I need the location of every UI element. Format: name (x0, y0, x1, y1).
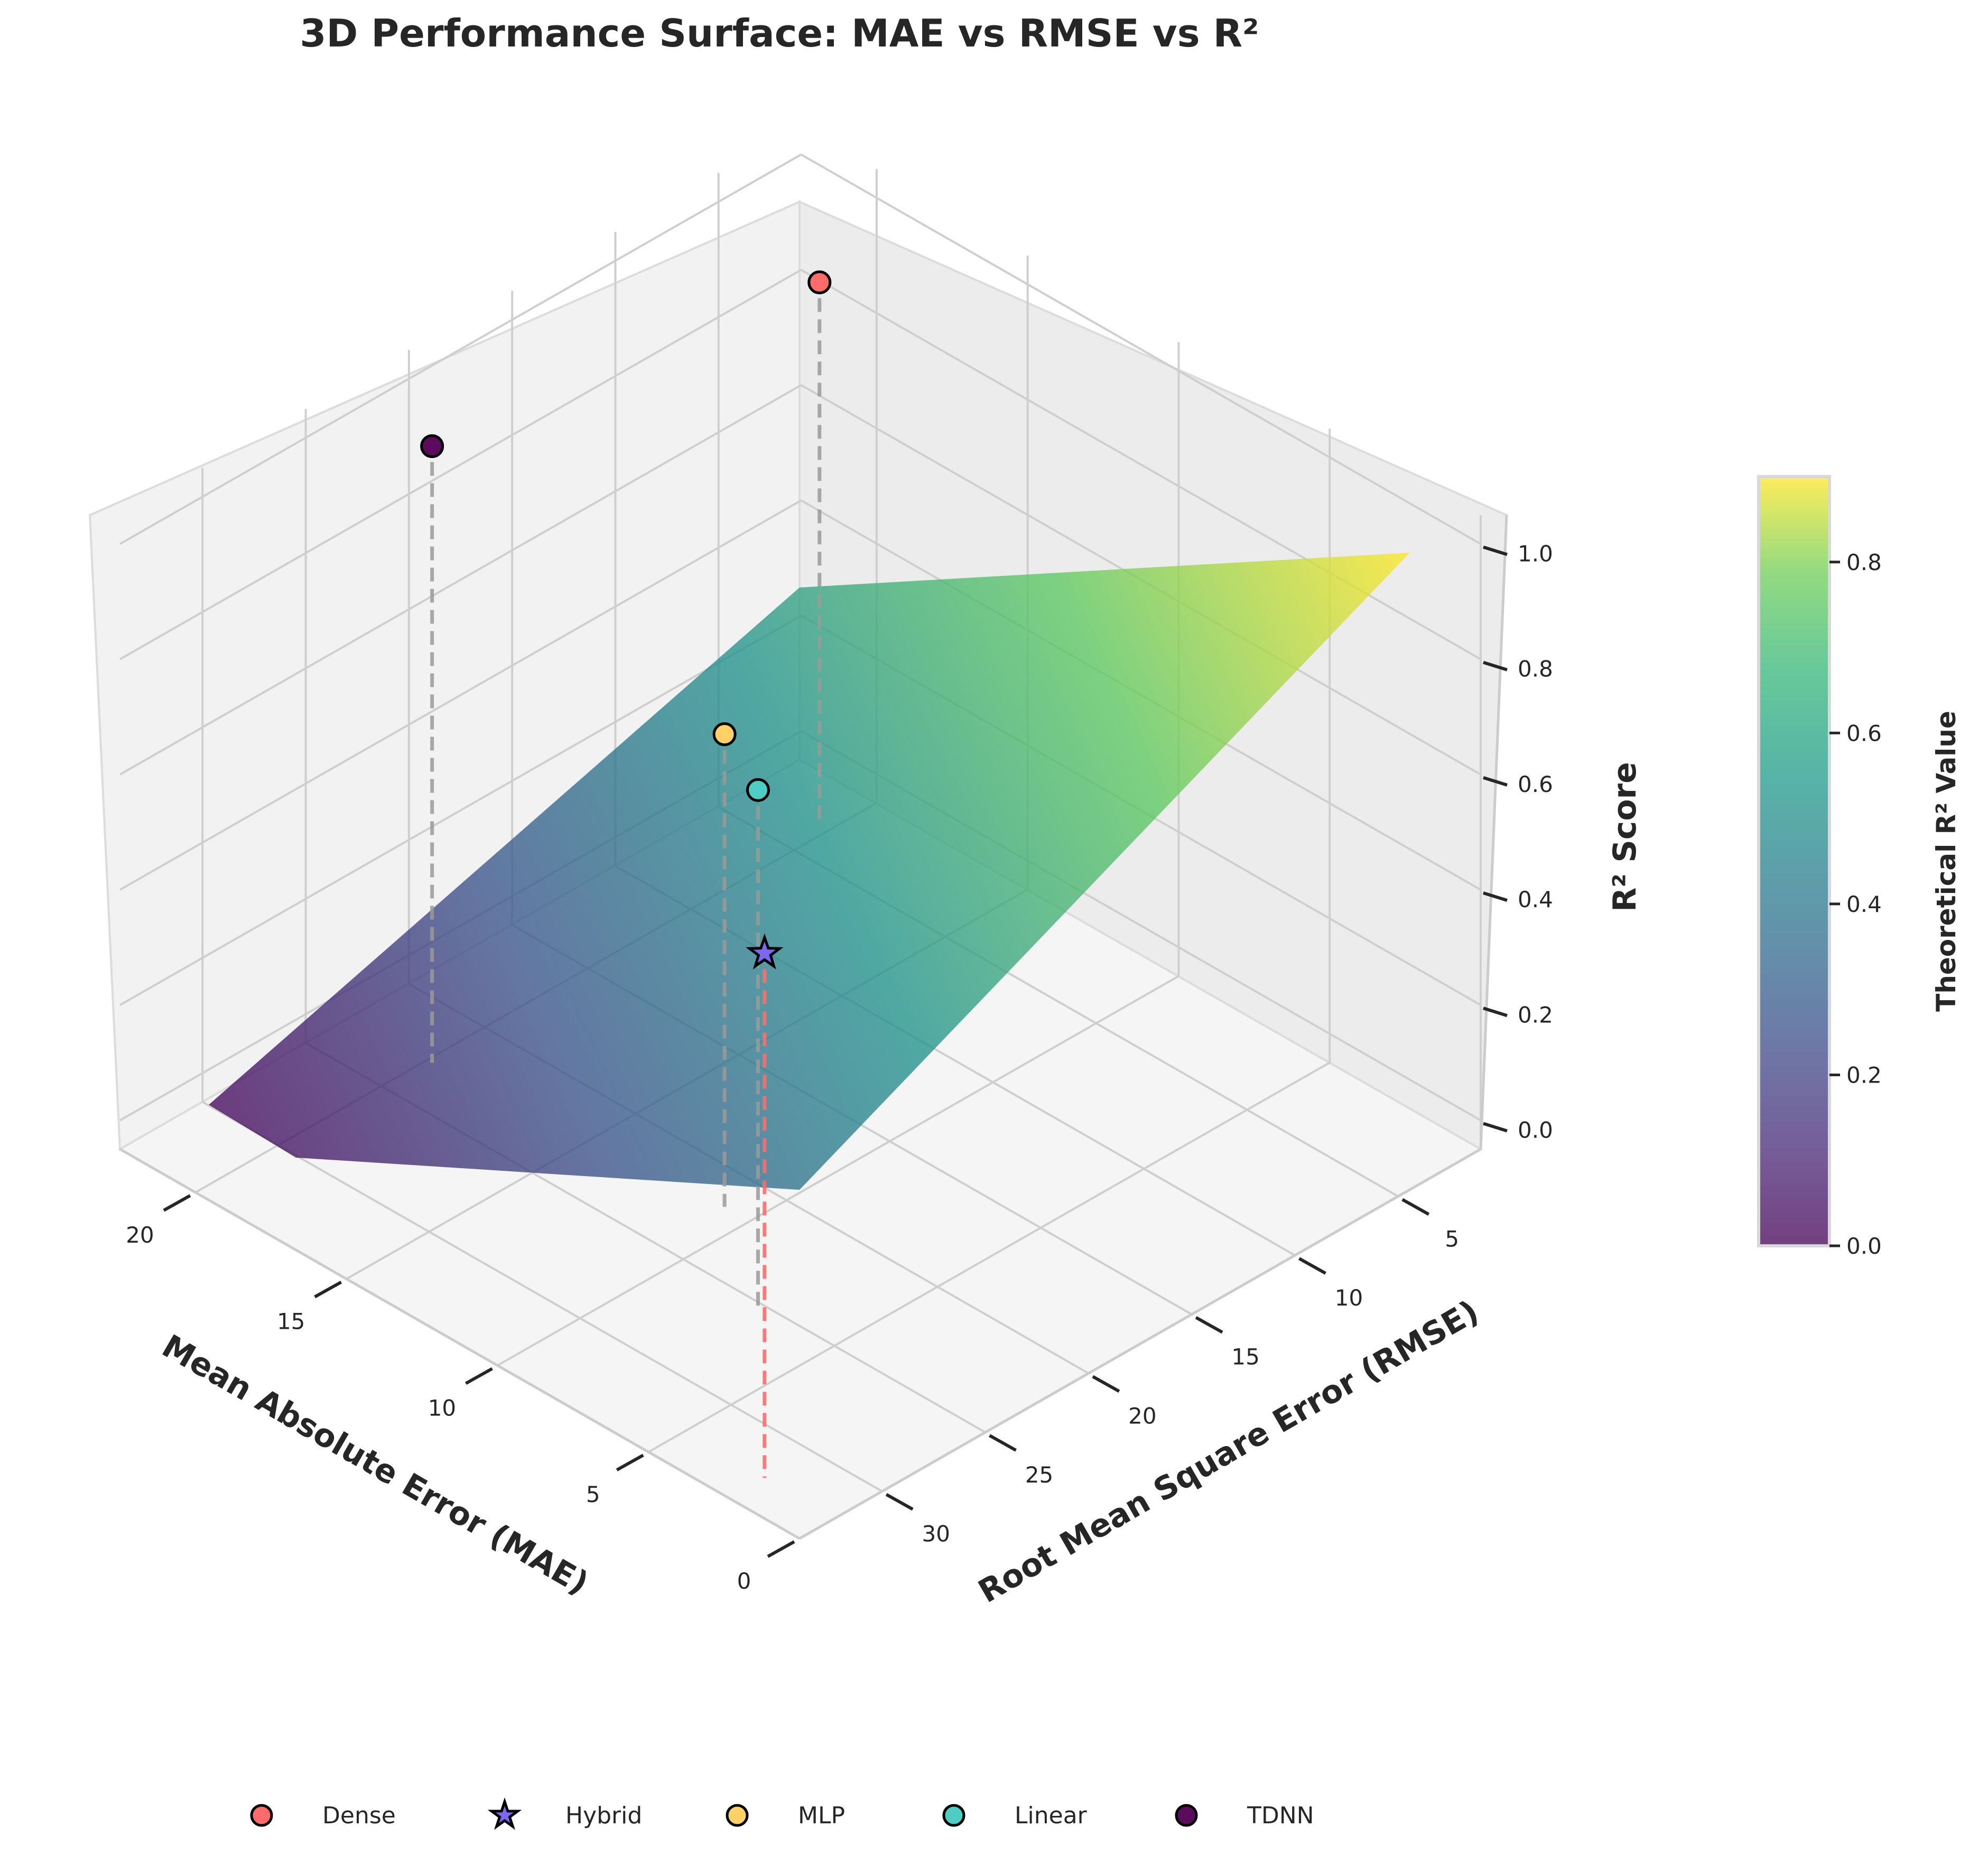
z-tick-label: 0.0 (1518, 1117, 1553, 1143)
model-markers (420, 270, 832, 970)
legend-marker (250, 1804, 273, 1827)
axis-ticks: 0 5 10 15 20 5 10 15 20 25 30 0.0 0.2 0.4 0.6 0.8 1.0 (126, 541, 1553, 1594)
legend-label: Hybrid (565, 1802, 642, 1829)
axes (119, 515, 1508, 1540)
x-tick-label: 0 (737, 1568, 751, 1594)
x-tick-label: 10 (428, 1395, 456, 1421)
y-tick (989, 1434, 1017, 1452)
grid-line-z (119, 614, 802, 1006)
colorbar-label: Theoretical R² Value (1931, 711, 1962, 1012)
grid-line-mae (648, 1061, 1331, 1453)
z-tick-label: 0.4 (1518, 887, 1553, 912)
grid-line-z (801, 153, 1481, 545)
marker-linear (746, 778, 770, 802)
x-tick (465, 1367, 493, 1385)
y-tick (1298, 1257, 1326, 1275)
y-tick-label: 10 (1335, 1285, 1363, 1311)
grid-line-z (119, 384, 802, 776)
x-tick-label: 15 (277, 1309, 305, 1335)
y-tick (1092, 1375, 1120, 1393)
x-tick (616, 1453, 644, 1471)
legend-label: MLP (798, 1802, 845, 1829)
x-tick-label: 5 (586, 1481, 600, 1507)
legend-marker (487, 1797, 522, 1830)
colorbar-tick-label: 0.6 (1846, 720, 1882, 746)
marker-mlp (712, 722, 737, 747)
gridlines (119, 153, 1482, 1540)
z-tick (1483, 545, 1508, 556)
z-tick-label: 0.2 (1518, 1002, 1553, 1028)
z-tick (1483, 1006, 1508, 1018)
colorbar-tick-label: 0.8 (1846, 549, 1882, 575)
y-tick (885, 1493, 914, 1511)
z-tick (1483, 660, 1508, 672)
x-tick-label: 20 (126, 1222, 154, 1248)
legend-item-linear: Linear (942, 1802, 1088, 1829)
legend-marker (726, 1804, 749, 1827)
legend-item-hybrid: Hybrid (487, 1797, 642, 1830)
legend-marker (942, 1804, 965, 1827)
grid-line-z (119, 268, 802, 660)
grid-line-rmse (202, 1101, 883, 1493)
y-tick (1401, 1198, 1430, 1216)
z-tick (1483, 776, 1508, 787)
y-tick (1195, 1316, 1223, 1334)
y-tick-label: 30 (922, 1521, 950, 1547)
marker-dense (807, 270, 832, 294)
legend-label: Linear (1015, 1802, 1088, 1829)
grid-line-z (119, 153, 802, 545)
z-tick (1483, 1122, 1508, 1133)
legend-item-tdnn: TDNN (1175, 1802, 1314, 1829)
z-tick-label: 1.0 (1518, 541, 1553, 567)
r2-surface (209, 553, 1410, 1190)
colorbar: 0.0 0.2 0.4 0.6 0.8 Theoretical R² Value (1757, 475, 1962, 1259)
legend-item-mlp: MLP (726, 1802, 845, 1829)
colorbar-tick-label: 0.0 (1846, 1233, 1882, 1259)
colorbar-tick-label: 0.2 (1846, 1062, 1882, 1088)
colorbar-tick-label: 0.4 (1846, 891, 1882, 917)
x-axis-line (119, 1148, 801, 1540)
z-tick (1483, 891, 1508, 902)
y-axis-line (798, 1148, 1482, 1540)
chart-title: 3D Performance Surface: MAE vs RMSE vs R… (300, 11, 1259, 55)
x-tick (767, 1540, 795, 1558)
grid-line-z (119, 499, 802, 891)
y-tick-label: 20 (1128, 1403, 1156, 1429)
legend-item-dense: Dense (250, 1802, 396, 1829)
x-tick (163, 1194, 191, 1212)
marker-hybrid (746, 933, 784, 970)
legend-label: Dense (322, 1802, 396, 1829)
colorbar-ticks: 0.0 0.2 0.4 0.6 0.8 (1829, 549, 1882, 1259)
legend-label: TDNN (1247, 1802, 1314, 1829)
z-tick-label: 0.6 (1518, 771, 1553, 797)
x-tick (314, 1281, 342, 1299)
drop-lines (430, 298, 822, 1478)
y-tick-label: 25 (1025, 1462, 1053, 1488)
z-tick-label: 0.8 (1518, 656, 1553, 682)
y-tick-label: 5 (1445, 1226, 1459, 1252)
z-axis-line (1479, 515, 1508, 1150)
colorbar-gradient (1757, 475, 1831, 1247)
z-axis-label: R² Score (1606, 762, 1643, 912)
legend-marker (1175, 1804, 1198, 1827)
marker-tdnn (420, 434, 444, 458)
y-tick-label: 15 (1231, 1344, 1259, 1370)
grid-line-mae (497, 975, 1179, 1367)
legend: Dense Hybrid MLP Linear TDNN (250, 1797, 1314, 1830)
